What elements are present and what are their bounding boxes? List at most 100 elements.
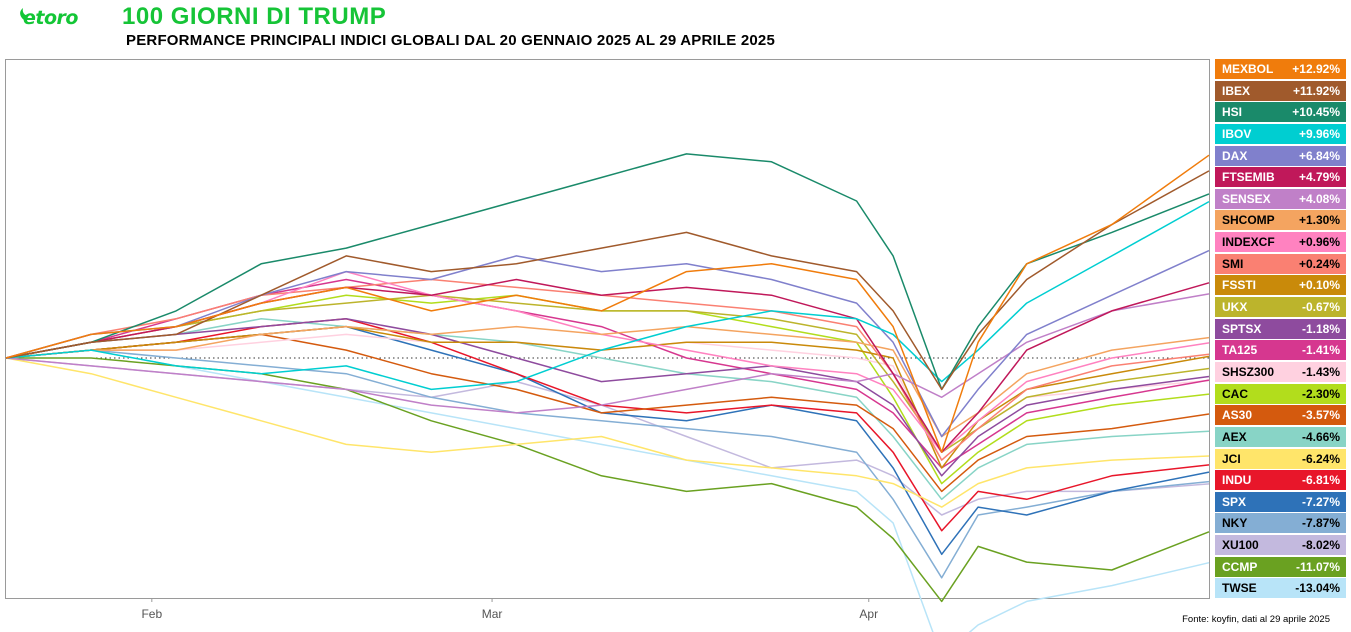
series-line-ccmp [6,357,1210,603]
legend-series-name: TA125 [1222,343,1258,358]
series-line-aex [5,318,1210,501]
legend-series-name: CCMP [1222,559,1258,574]
leaf-icon [20,8,28,20]
legend-series-value: -11.07% [1295,559,1340,574]
page-title: 100 GIORNI DI TRUMP [122,3,387,30]
legend-item-spx: SPX -7.27% [1215,491,1346,512]
legend-series-value: -1.41% [1301,343,1340,358]
series-line-dax [5,249,1210,438]
legend-series-name: IBOV [1222,126,1252,141]
legend-series-value: -6.81% [1301,473,1340,488]
legend-item-indu: INDU -6.81% [1215,470,1346,491]
series-line-nky [5,349,1210,579]
legend-item-cac: CAC -2.30% [1215,383,1346,404]
legend-series-name: INDEXCF [1222,235,1275,250]
legend-series-name: INDU [1222,473,1252,488]
legend-series-value: +4.79% [1298,170,1340,185]
legend-series-name: SHSZ300 [1222,364,1275,379]
legend-series-value: +0.24% [1298,256,1340,271]
plot-area [5,59,1210,599]
legend-series-name: JCI [1222,451,1241,466]
legend-series-name: MEXBOL [1222,62,1274,76]
legend-series-name: SMI [1222,256,1244,271]
source-note: Fonte: koyfin, dati al 29 aprile 2025 [1182,614,1330,625]
legend-series-value: +0.10% [1298,278,1340,293]
legend-item-ftsemib: FTSEMIB +4.79% [1215,167,1346,188]
legend-series-name: NKY [1222,516,1248,531]
x-tick-label: Feb [141,607,162,621]
legend-series-name: UKX [1222,300,1248,315]
series-line-ibex [5,170,1210,391]
legend-series-name: HSI [1222,105,1243,120]
legend-series-name: DAX [1222,148,1248,163]
legend-series-name: TWSE [1222,581,1257,596]
legend-series-value: -3.57% [1301,408,1340,423]
etoro-logo: etoro [18,5,88,31]
legend-item-ukx: UKX -0.67% [1215,297,1346,318]
legend-series-value: +11.92% [1292,83,1340,98]
legend-item-ibov: IBOV +9.96% [1215,123,1346,144]
series-line-indu [5,318,1210,532]
legend-series-value: +10.45% [1292,105,1340,120]
x-tick-label: Mar [482,607,503,621]
legend-item-hsi: HSI +10.45% [1215,102,1346,123]
legend-series-value: -2.30% [1301,386,1340,401]
legend-series-value: +4.08% [1298,191,1340,206]
legend-series-name: SPTSX [1222,321,1262,336]
legend-item-nky: NKY -7.87% [1215,513,1346,534]
series-line-hsi [5,153,1210,391]
legend-series-value: -6.24% [1301,451,1340,466]
legend-series-name: SHCOMP [1222,213,1275,228]
legend-item-smi: SMI +0.24% [1215,253,1346,274]
legend-item-fssti: FSSTI +0.10% [1215,275,1346,296]
page-subtitle: PERFORMANCE PRINCIPALI INDICI GLOBALI DA… [126,32,776,49]
legend-item-jci: JCI -6.24% [1215,448,1346,469]
legend-series-value: +12.92% [1292,62,1340,76]
logo-text: etoro [23,7,78,29]
series-line-sensex [5,293,1210,414]
series-line-indexcf [5,270,1210,453]
legend-item-as30: AS30 -3.57% [1215,405,1346,426]
legend-series-value: -13.04% [1295,581,1340,596]
series-line-mexbol [5,154,1210,453]
legend-series-value: +0.96% [1298,235,1340,250]
legend-series-name: IBEX [1222,83,1251,98]
series-line-ukx [5,294,1210,453]
legend-item-aex: AEX -4.66% [1215,426,1346,447]
legend-series-value: -1.18% [1301,321,1340,336]
legend-series-value: -7.87% [1301,516,1340,531]
legend-series-name: SENSEX [1222,191,1271,206]
legend-series-value: -7.27% [1301,494,1340,509]
legend-item-sptsx: SPTSX -1.18% [1215,318,1346,339]
legend-series-value: -4.66% [1301,429,1340,444]
legend-item-xu100: XU100 -8.02% [1215,535,1346,556]
legend-series-name: AEX [1222,429,1247,444]
legend-series-name: SPX [1222,494,1247,509]
legend-series-value: +9.96% [1298,126,1340,141]
legend-item-dax: DAX +6.84% [1215,145,1346,166]
legend-series-value: -0.67% [1301,300,1340,315]
series-line-ibov [5,200,1210,391]
legend-item-ibex: IBEX +11.92% [1215,80,1346,101]
legend: MEXBOL +12.92% IBEX +11.92% HSI +10.45% IBOV +9… [1215,59,1346,600]
legend-item-sensex: SENSEX +4.08% [1215,188,1346,209]
legend-series-value: +1.30% [1298,213,1340,228]
series-line-sptsx [5,318,1210,477]
legend-series-value: -1.43% [1301,364,1340,379]
legend-series-name: FSSTI [1222,278,1257,293]
legend-item-ccmp: CCMP -11.07% [1215,556,1346,577]
series-line-fssti [5,325,1210,469]
legend-item-shcomp: SHCOMP +1.30% [1215,210,1346,231]
legend-series-name: CAC [1222,386,1248,401]
x-tick-label: Apr [859,607,878,621]
legend-series-name: AS30 [1222,408,1253,423]
legend-series-value: -8.02% [1301,538,1340,553]
series-line-smi [5,278,1210,461]
legend-item-shsz300: SHSZ300 -1.43% [1215,361,1346,382]
legend-series-value: +6.84% [1298,148,1340,163]
legend-series-name: FTSEMIB [1222,170,1275,185]
legend-series-name: XU100 [1222,538,1259,553]
legend-item-indexcf: INDEXCF +0.96% [1215,232,1346,253]
legend-item-twse: TWSE -13.04% [1215,578,1346,599]
